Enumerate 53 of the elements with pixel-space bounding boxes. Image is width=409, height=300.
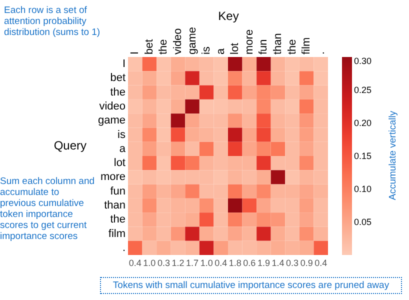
x-tick-label: . [314,51,327,54]
text: Each row is a set of attention probability distribution (sums to 1) [4,5,102,38]
color-bar-label: 0.25 [354,85,372,95]
text: 0.4 [314,258,328,268]
x-tick-label: the [286,39,298,54]
text: 1.4 [272,258,284,268]
y-tick-label: the [110,214,126,226]
color-bar-label: 0.05 [354,217,372,227]
text: 0.4 [214,258,228,268]
x-tick-label: film [300,37,313,54]
y-tick-label: . [122,242,126,254]
x-tick-label: bet [143,39,156,54]
y-tick-label: film [108,228,126,240]
x-tick-label: a [214,48,227,54]
text: 1.2 [172,258,184,268]
y-axis-title: Query [54,138,86,152]
text: 1.0 [200,258,213,268]
text: Accumulate vertically [388,110,398,202]
x-tick-label: fun [258,39,270,54]
text: 1.8 [228,258,242,268]
x-tick-label: than [272,33,284,54]
color-bar-label: 0.30 [354,56,372,66]
y-tick-label: bet [110,72,126,84]
y-tick-label: game [98,114,126,127]
x-tick-label: more [243,29,256,54]
text: 0.4 [128,258,142,268]
text: 1.9 [257,258,270,268]
text: Sum each column and accumulate to previous cumulative token importance scores to get current importance scores [0,176,95,242]
color-bar-label: 0.15 [354,151,372,161]
y-tick-label: video [99,100,126,112]
y-tick-label: more [100,171,126,184]
x-tick-label: video [172,28,184,54]
x-axis-title: Key [218,8,239,23]
x-tick-label: game [186,26,198,54]
y-tick-label: lot [114,157,126,170]
y-tick-label: than [104,200,126,212]
y-tick-label: a [119,142,126,155]
x-tick-label: lot [229,42,242,54]
x-tick-label: the [158,39,170,54]
x-tick-label: is [200,46,213,54]
text: 0.3 [157,258,170,268]
color-bar-label: 0.10 [354,184,372,194]
text: 0.9 [300,258,313,268]
text: 0.3 [286,258,299,268]
text: 1.0 [143,258,156,268]
x-tick-label: I [129,51,142,54]
y-tick-label: is [118,128,126,141]
text: Tokens with small cumulative importance scores are pruned away [100,277,402,294]
y-tick-label: the [110,86,126,98]
text: 0.6 [243,258,256,268]
y-tick-label: fun [110,185,126,198]
color-bar-label: 0.20 [354,118,372,128]
text: 1.7 [186,258,199,268]
